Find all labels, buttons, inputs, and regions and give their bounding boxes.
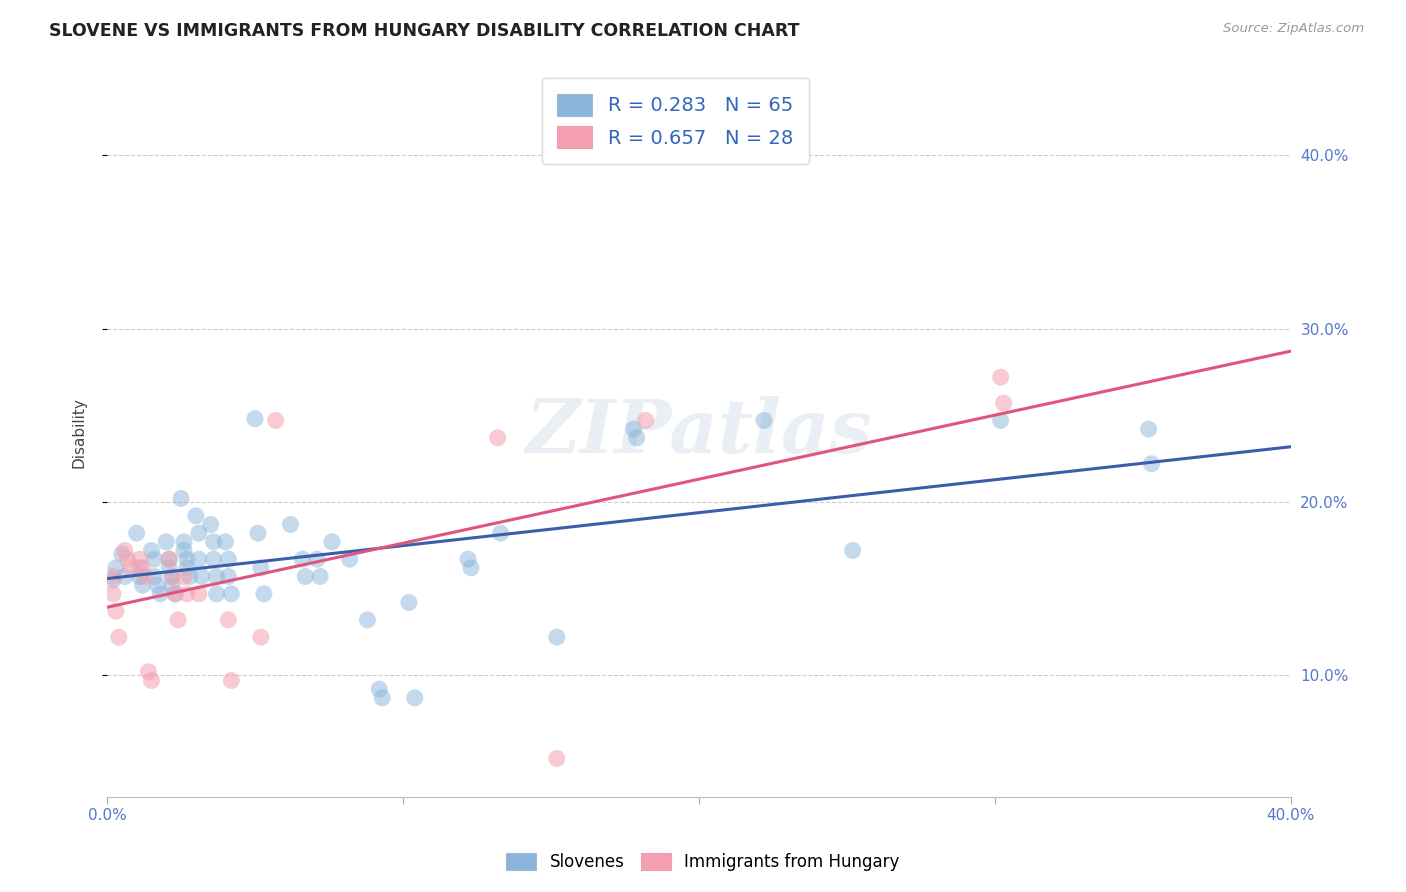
Point xyxy=(371,690,394,705)
Point xyxy=(125,526,148,541)
Point xyxy=(143,552,166,566)
Point xyxy=(160,569,183,583)
Point xyxy=(217,552,239,566)
Point xyxy=(173,569,195,583)
Point xyxy=(187,526,209,541)
Point xyxy=(160,569,183,583)
Point xyxy=(990,370,1012,384)
Point xyxy=(752,413,775,427)
Point xyxy=(623,422,645,436)
Point xyxy=(179,569,201,583)
Point xyxy=(217,613,239,627)
Point xyxy=(993,396,1015,410)
Point xyxy=(104,604,127,618)
Point xyxy=(321,534,343,549)
Point xyxy=(104,561,127,575)
Point xyxy=(176,552,198,566)
Point xyxy=(291,552,314,566)
Point xyxy=(356,613,378,627)
Point xyxy=(131,561,153,575)
Point xyxy=(141,543,163,558)
Y-axis label: Disability: Disability xyxy=(72,397,86,468)
Point xyxy=(398,595,420,609)
Point xyxy=(135,569,157,583)
Point xyxy=(307,552,329,566)
Point xyxy=(546,630,568,644)
Point xyxy=(250,630,273,644)
Point xyxy=(128,552,150,566)
Point xyxy=(128,561,150,575)
Point xyxy=(157,561,180,575)
Point xyxy=(143,569,166,583)
Text: ZIPatlas: ZIPatlas xyxy=(526,396,872,469)
Point xyxy=(253,587,276,601)
Point xyxy=(489,526,512,541)
Point xyxy=(841,543,863,558)
Point xyxy=(243,411,266,425)
Point xyxy=(114,569,136,583)
Point xyxy=(101,573,124,587)
Point xyxy=(173,543,195,558)
Point xyxy=(141,673,163,688)
Point xyxy=(404,690,426,705)
Point xyxy=(160,578,183,592)
Point xyxy=(217,569,239,583)
Point xyxy=(264,413,287,427)
Point xyxy=(138,665,160,679)
Point xyxy=(634,413,657,427)
Point xyxy=(190,569,212,583)
Point xyxy=(146,578,169,592)
Point xyxy=(167,613,190,627)
Point xyxy=(165,587,187,601)
Point xyxy=(176,561,198,575)
Point xyxy=(246,526,269,541)
Point xyxy=(101,587,124,601)
Point xyxy=(202,534,225,549)
Point xyxy=(120,561,142,575)
Legend: R = 0.283   N = 65, R = 0.657   N = 28: R = 0.283 N = 65, R = 0.657 N = 28 xyxy=(541,78,808,164)
Point xyxy=(155,534,177,549)
Point xyxy=(546,751,568,765)
Point xyxy=(205,569,228,583)
Legend: Slovenes, Immigrants from Hungary: Slovenes, Immigrants from Hungary xyxy=(498,845,908,880)
Point xyxy=(128,569,150,583)
Text: SLOVENE VS IMMIGRANTS FROM HUNGARY DISABILITY CORRELATION CHART: SLOVENE VS IMMIGRANTS FROM HUNGARY DISAB… xyxy=(49,22,800,40)
Point xyxy=(294,569,316,583)
Point xyxy=(157,552,180,566)
Point xyxy=(990,413,1012,427)
Point xyxy=(108,630,131,644)
Point xyxy=(131,578,153,592)
Point xyxy=(214,534,236,549)
Point xyxy=(170,491,193,506)
Point xyxy=(339,552,361,566)
Text: Source: ZipAtlas.com: Source: ZipAtlas.com xyxy=(1223,22,1364,36)
Point xyxy=(184,508,207,523)
Point xyxy=(157,552,180,566)
Point xyxy=(457,552,479,566)
Point xyxy=(368,682,391,697)
Point xyxy=(200,517,222,532)
Point xyxy=(486,431,509,445)
Point xyxy=(1140,457,1163,471)
Point xyxy=(460,561,482,575)
Point xyxy=(111,547,134,561)
Point xyxy=(280,517,302,532)
Point xyxy=(114,543,136,558)
Point xyxy=(173,534,195,549)
Point xyxy=(117,552,139,566)
Point xyxy=(101,569,124,583)
Point xyxy=(165,587,187,601)
Point xyxy=(187,587,209,601)
Point xyxy=(221,587,243,601)
Point xyxy=(309,569,332,583)
Point xyxy=(250,561,273,575)
Point xyxy=(221,673,243,688)
Point xyxy=(176,587,198,601)
Point xyxy=(149,587,172,601)
Point xyxy=(626,431,648,445)
Point xyxy=(1137,422,1160,436)
Point xyxy=(202,552,225,566)
Point xyxy=(205,587,228,601)
Point xyxy=(187,552,209,566)
